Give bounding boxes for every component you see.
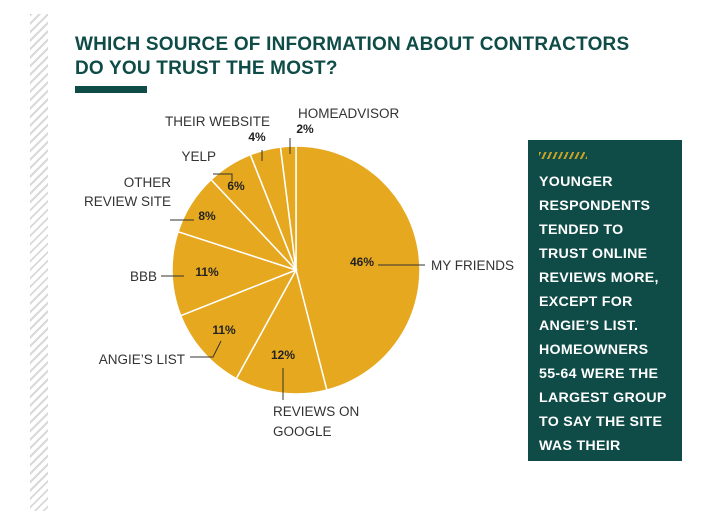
slice-label-other-review-site-line-2: REVIEW SITE <box>84 194 171 209</box>
pct-label-yelp: 6% <box>227 179 245 193</box>
pct-label-my-friends: 46% <box>350 255 374 269</box>
title-line-2: DO YOU TRUST THE MOST? <box>75 58 338 79</box>
slice-label-reviews-on-google-line-1: REVIEWS ON <box>273 404 359 419</box>
leader-line-yelp <box>213 173 233 181</box>
slice-label-homeadvisor: HOMEADVISOR <box>298 106 400 121</box>
pct-label-angie-s-list: 11% <box>212 323 236 337</box>
title-underline <box>75 86 147 93</box>
slice-label-their-website: THEIR WEBSITE <box>165 114 270 129</box>
pct-label-homeadvisor: 2% <box>296 122 314 136</box>
pie-slice-homeadvisor <box>279 145 297 271</box>
pct-label-other-review-site: 8% <box>198 209 216 223</box>
slice-label-bbb: BBB <box>130 269 157 284</box>
callout-box: YOUNGER RESPONDENTS TENDED TO TRUST ONLI… <box>528 140 682 478</box>
hatch-decoration <box>30 14 48 511</box>
slice-label-other-review-site-line-1: OTHER <box>124 175 172 190</box>
pie-slice-angie-s-list <box>179 268 298 380</box>
title-line-1: WHICH SOURCE OF INFORMATION ABOUT CONTRA… <box>75 34 630 55</box>
slice-label-reviews-on-google-line-2: GOOGLE <box>273 424 332 439</box>
leader-line-angie-s-list <box>190 340 222 358</box>
pie-slice-bbb <box>171 230 299 317</box>
slice-label-my-friends: MY FRIENDS <box>431 258 514 273</box>
slice-label-yelp: YELP <box>181 149 216 164</box>
slice-label-angie-s-list: ANGIE’S LIST <box>99 352 185 367</box>
pct-label-their-website: 4% <box>248 130 266 144</box>
pct-label-bbb: 11% <box>195 265 219 279</box>
pct-label-reviews-on-google: 12% <box>271 348 295 362</box>
pie-slice-my-friends <box>295 145 421 392</box>
callout-stripes-decoration <box>539 152 587 159</box>
chart-title: WHICH SOURCE OF INFORMATION ABOUT CONTRA… <box>75 33 635 81</box>
callout-text: YOUNGER RESPONDENTS TENDED TO TRUST ONLI… <box>539 174 670 478</box>
pie-slice-reviews-on-google <box>235 267 328 395</box>
